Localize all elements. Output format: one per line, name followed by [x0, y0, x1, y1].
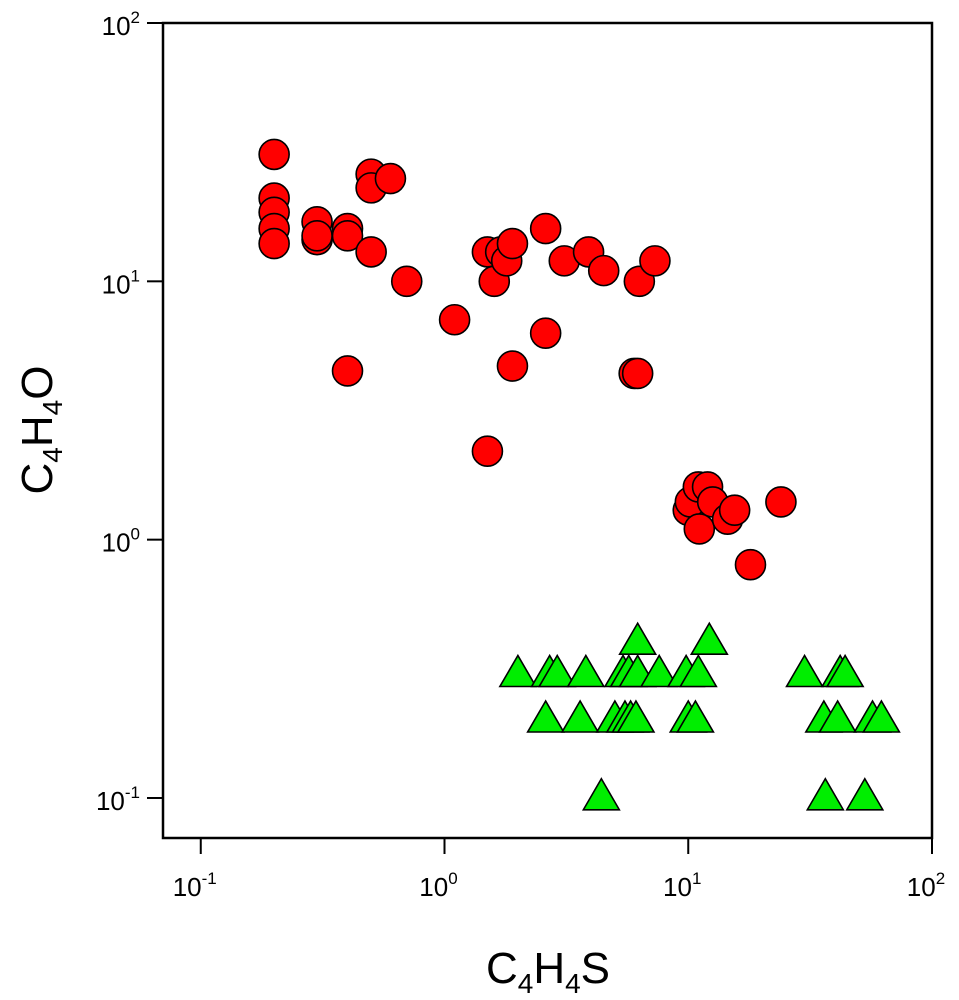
- circle-point: [718, 494, 751, 527]
- triangle-point: [616, 699, 656, 733]
- circle-point: [587, 254, 620, 287]
- y-tick-label: 100: [102, 525, 140, 558]
- triangle-point: [526, 699, 566, 733]
- triangle-point: [566, 653, 606, 688]
- x-tick-label: 101: [663, 869, 701, 902]
- y-tick-label: 10-1: [96, 783, 140, 816]
- y-tick-label: 102: [102, 8, 140, 41]
- circle-point: [258, 227, 290, 260]
- x-tick-label: 102: [907, 869, 945, 902]
- y-tick-label: 101: [102, 266, 140, 299]
- triangle-point: [676, 699, 715, 733]
- triangle-point: [825, 653, 865, 688]
- circle-point: [496, 227, 529, 260]
- circle-point: [529, 212, 562, 245]
- triangle-point: [805, 777, 845, 811]
- circle-point: [683, 513, 716, 545]
- triangle-point: [618, 621, 658, 656]
- circle-point: [258, 138, 290, 171]
- circle-point: [301, 220, 333, 252]
- axis-ticks: 10-1 100 101 102 10-1 100 101 102: [96, 8, 945, 902]
- y-axis-title: C4H4O: [13, 366, 68, 495]
- x-tick-label: 100: [419, 869, 457, 902]
- plot-frame: [161, 21, 934, 840]
- triangle-point: [785, 653, 824, 688]
- circle-point: [621, 357, 654, 390]
- circle-point: [496, 350, 529, 382]
- circle-point: [734, 548, 767, 581]
- x-tick-label: 10-1: [173, 869, 217, 902]
- circle-point: [639, 245, 671, 277]
- circle-point: [355, 236, 387, 268]
- circle-point: [331, 355, 364, 387]
- circle-point: [374, 162, 407, 195]
- triangle-point: [845, 777, 885, 811]
- triangle-point: [581, 777, 621, 811]
- x-axis-title: C4H4S: [486, 944, 610, 999]
- triangle-point: [498, 653, 538, 688]
- triangle-point: [537, 653, 577, 688]
- data-points: [258, 138, 901, 811]
- circle-point: [765, 486, 797, 518]
- circle-point: [438, 303, 471, 336]
- circle-point: [390, 265, 423, 298]
- triangle-point: [639, 653, 679, 688]
- triangle-point: [862, 699, 901, 733]
- triangle-point: [678, 653, 718, 688]
- circle-point: [471, 435, 504, 467]
- triangle-point: [818, 699, 858, 733]
- triangle-point: [689, 621, 729, 656]
- circle-point: [529, 317, 562, 349]
- circle-point: [331, 220, 364, 252]
- triangle-point: [560, 699, 600, 733]
